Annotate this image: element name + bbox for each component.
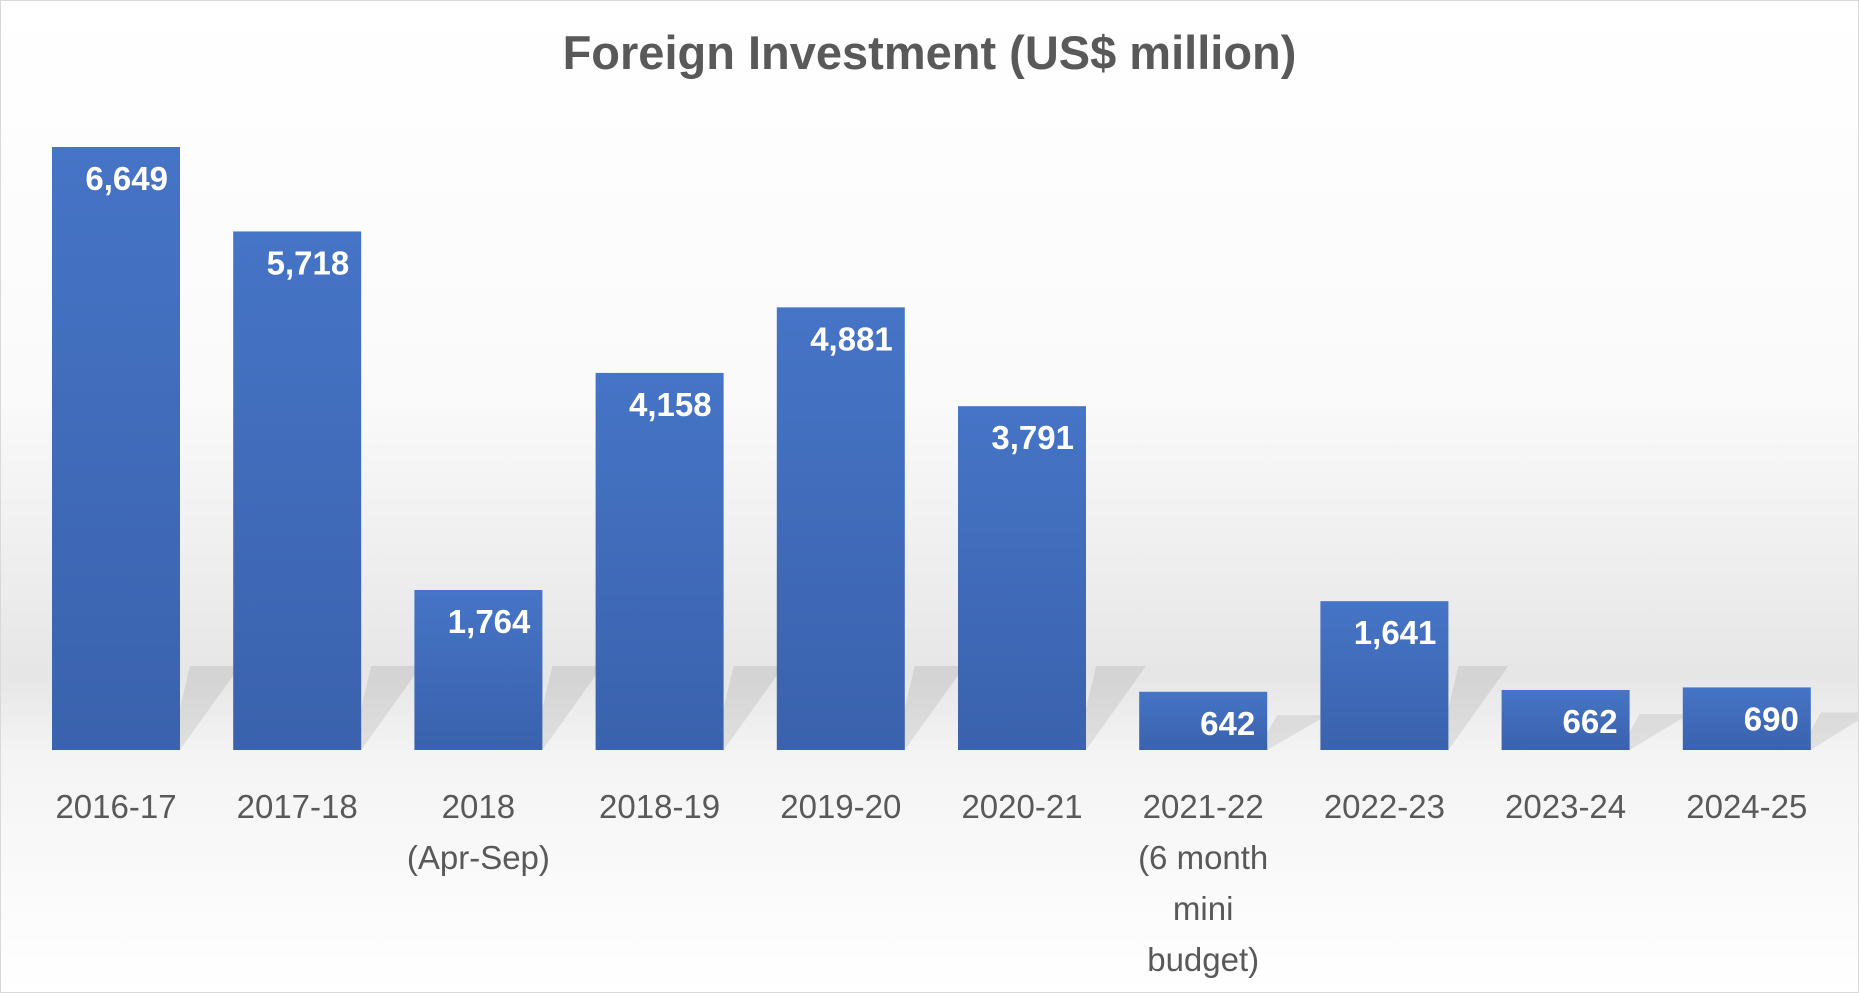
bar	[233, 231, 362, 751]
data-label: 3,791	[991, 419, 1074, 456]
bar-shadow	[1257, 715, 1328, 750]
bar	[1501, 689, 1630, 750]
bar-shadow	[532, 666, 603, 750]
bar-shadow	[170, 666, 240, 750]
x-tick-label: 2023-24	[1505, 788, 1627, 825]
data-label: 690	[1744, 700, 1799, 737]
data-label: 6,649	[85, 160, 168, 197]
x-tick-label: 2019-20	[780, 788, 902, 825]
data-label: 5,718	[267, 244, 350, 281]
data-label: 662	[1563, 703, 1618, 740]
bar	[1139, 691, 1268, 750]
bar	[414, 590, 543, 750]
bar	[776, 307, 905, 750]
bar	[1320, 601, 1449, 750]
data-label: 1,641	[1354, 614, 1437, 651]
bar-shadow	[713, 666, 784, 750]
x-tick-label: 2017-18	[236, 788, 358, 825]
bar-shadow	[1619, 713, 1690, 750]
bar-shadow	[1076, 666, 1146, 750]
bar-shadow	[1438, 666, 1509, 750]
bar-shadow	[351, 666, 422, 750]
x-tick-label: 2018 (Apr-Sep)	[406, 788, 550, 876]
bar	[1682, 687, 1811, 750]
bar	[595, 372, 724, 750]
chart-title: Foreign Investment (US$ million)	[562, 26, 1297, 79]
x-tick-label: 2022-23	[1323, 788, 1445, 825]
x-tick-label: 2018-19	[599, 788, 721, 825]
bar-shadow	[894, 666, 965, 750]
bar-shadow	[1800, 712, 1858, 750]
data-label: 642	[1200, 705, 1255, 742]
bar	[52, 147, 180, 750]
bar	[958, 406, 1086, 750]
x-tick-label: 2016-17	[55, 788, 177, 825]
x-tick-label: 2020-21	[961, 788, 1083, 825]
data-label: 1,764	[448, 603, 531, 640]
x-tick-label: 2024-25	[1686, 788, 1808, 825]
x-tick-label: 2021-22 (6 month mini budget)	[1138, 788, 1269, 978]
data-label: 4,158	[629, 386, 712, 423]
data-label: 4,881	[810, 320, 893, 357]
